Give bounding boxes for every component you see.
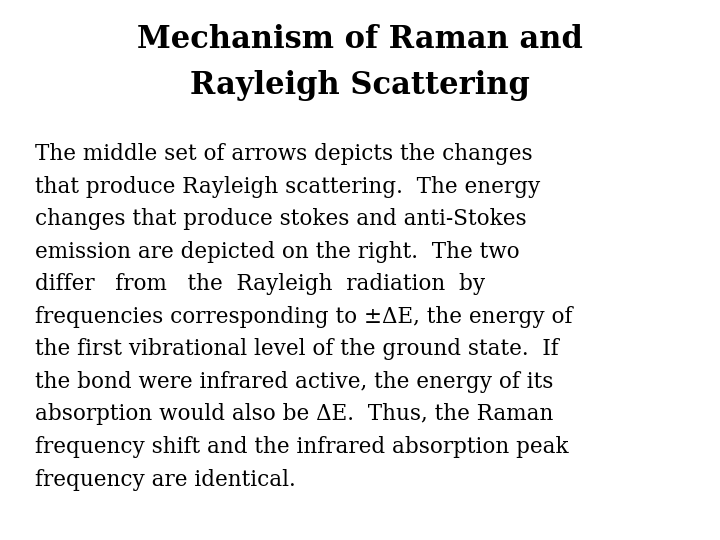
Text: Mechanism of Raman and
Rayleigh Scattering: Mechanism of Raman and Rayleigh Scatteri… (137, 24, 583, 100)
Text: The middle set of arrows depicts the changes
that produce Rayleigh scattering.  : The middle set of arrows depicts the cha… (35, 143, 572, 490)
